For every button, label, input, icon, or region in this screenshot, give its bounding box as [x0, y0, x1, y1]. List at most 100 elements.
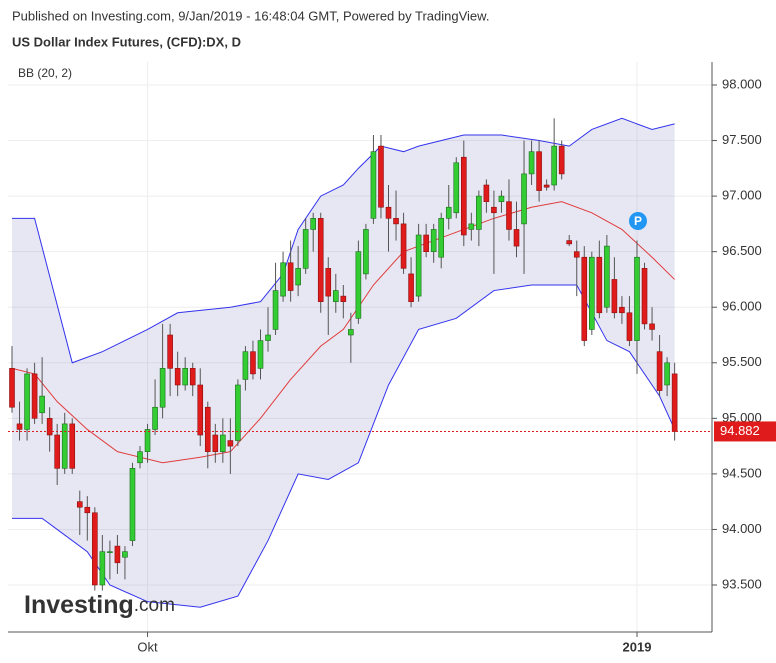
- marker-label: P: [634, 214, 642, 228]
- candle-body: [521, 173, 527, 225]
- candle-body: [641, 268, 648, 325]
- candle-body: [589, 256, 595, 330]
- candle-body: [242, 351, 249, 380]
- candle-body: [325, 268, 332, 297]
- candle-body: [423, 234, 429, 252]
- candle-body: [159, 368, 166, 408]
- chart-title: US Dollar Index Futures, (CFD):DX, D: [12, 34, 241, 49]
- candle-body: [54, 434, 60, 469]
- candle-body: [596, 256, 603, 314]
- candle-body: [61, 423, 68, 469]
- candle-body: [69, 423, 76, 469]
- candle-body: [491, 206, 497, 214]
- candle-body: [235, 384, 241, 441]
- candle-body: [272, 290, 279, 330]
- candle-body: [250, 351, 256, 375]
- candle-body: [227, 440, 234, 447]
- candle-body: [310, 218, 317, 230]
- candle-body: [144, 429, 151, 452]
- candle-body: [76, 501, 83, 508]
- candle-body: [468, 223, 475, 230]
- indicator-label: BB (20, 2): [18, 66, 72, 80]
- last-price-label: 94.882: [720, 423, 760, 438]
- candle-body: [634, 256, 640, 341]
- candle-body: [476, 195, 482, 230]
- candle-body: [536, 151, 542, 191]
- candle-body: [204, 406, 211, 452]
- candle-body: [122, 551, 128, 558]
- candle-body: [355, 251, 362, 319]
- y-tick-label: 96.500: [722, 243, 762, 258]
- candle-body: [317, 218, 324, 302]
- candle-body: [46, 418, 53, 436]
- candle-body: [39, 395, 45, 414]
- candle-body: [611, 279, 618, 314]
- candle-body: [280, 262, 286, 297]
- candle-body: [438, 218, 445, 258]
- candle-body: [528, 151, 535, 175]
- candle-body: [302, 229, 309, 269]
- candle-body: [664, 362, 670, 386]
- marker-icon: [629, 212, 647, 230]
- candle-body: [558, 145, 565, 175]
- candle-body: [92, 512, 98, 586]
- y-tick-label: 94.000: [722, 521, 762, 536]
- candle-body: [671, 373, 678, 432]
- candle-body: [220, 434, 226, 452]
- candle-body: [445, 206, 452, 219]
- candle-body: [400, 223, 407, 269]
- candle-body: [604, 245, 610, 308]
- candle-body: [656, 351, 663, 391]
- candle-body: [430, 229, 437, 252]
- candle-body: [566, 240, 573, 245]
- candle-body: [370, 151, 377, 219]
- candle-body: [24, 373, 30, 430]
- candle-body: [295, 268, 301, 286]
- y-tick-label: 97.000: [722, 188, 762, 203]
- logo-suffix: .com: [134, 595, 175, 616]
- candle-body: [84, 506, 91, 514]
- logo-main: Investing: [24, 591, 134, 619]
- candle-body: [408, 273, 414, 302]
- candle-body: [619, 306, 625, 314]
- y-tick-label: 98.000: [722, 76, 762, 91]
- y-tick-label: 94.500: [722, 465, 762, 480]
- candle-body: [167, 334, 173, 369]
- candle-body: [257, 340, 264, 369]
- candle-body: [649, 323, 655, 330]
- candle-body: [378, 145, 384, 208]
- logo: Investing.com: [24, 591, 175, 619]
- candle-body: [16, 423, 23, 430]
- candle-body: [348, 329, 354, 336]
- candle-body: [182, 368, 188, 386]
- candle-body: [31, 373, 38, 419]
- candle-body: [483, 184, 490, 202]
- candle-body: [332, 290, 339, 302]
- candle-body: [265, 334, 271, 341]
- candle-body: [498, 195, 505, 202]
- candle-body: [129, 468, 136, 541]
- candle-body: [363, 229, 369, 275]
- candle-body: [189, 368, 196, 386]
- candle-body: [581, 256, 588, 341]
- x-tick-label: Okt: [137, 639, 158, 654]
- published-note: Published on Investing.com, 9/Jan/2019 -…: [12, 8, 489, 23]
- candle-body: [415, 234, 422, 297]
- band-line: [12, 117, 675, 364]
- x-tick-label: 2019: [623, 639, 652, 654]
- candle-body: [506, 201, 512, 230]
- candle-body: [573, 251, 580, 258]
- candle-body: [197, 384, 204, 436]
- candle-body: [453, 162, 460, 214]
- candle-body: [385, 206, 392, 219]
- candle-body: [340, 295, 347, 302]
- candle-body: [212, 434, 219, 452]
- candle-body: [107, 551, 113, 553]
- y-tick-label: 95.500: [722, 354, 762, 369]
- last-price-box: [714, 421, 776, 442]
- candle-body: [513, 229, 520, 247]
- candle-body: [287, 262, 294, 291]
- candle-body: [551, 145, 557, 186]
- y-tick-label: 93.500: [722, 576, 762, 591]
